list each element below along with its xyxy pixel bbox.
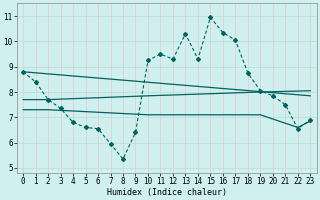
X-axis label: Humidex (Indice chaleur): Humidex (Indice chaleur) xyxy=(107,188,227,197)
